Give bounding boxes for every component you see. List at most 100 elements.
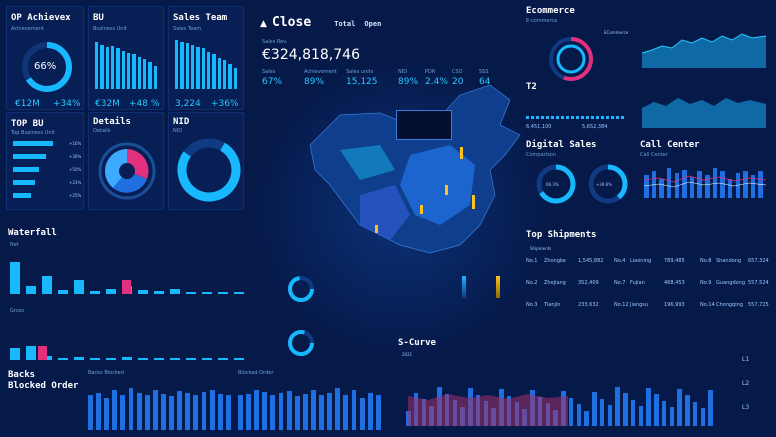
shipments-cell: No.3: [526, 302, 538, 308]
scurve-bar: [677, 388, 682, 426]
sales-rev-label: Sales Rev.: [262, 39, 288, 45]
scurve-title: S-Curve: [398, 338, 436, 348]
team-bar: [196, 47, 200, 89]
backs-bar: [136, 392, 142, 430]
backs-bar: [120, 395, 126, 430]
shipments-cell: 352,409: [578, 280, 599, 286]
backs-section: Backs Blocked Order: [6, 368, 82, 434]
bu-bar: [100, 44, 104, 89]
shipments-title: Top Shipments: [526, 230, 597, 240]
close-total[interactable]: Total: [334, 20, 356, 28]
kpi-label: NID: [398, 69, 408, 75]
waterfall-bar: [202, 292, 212, 294]
backs-bar: [319, 395, 324, 430]
right-l1: L1: [742, 356, 750, 363]
backs-title-1: Backs: [8, 370, 36, 380]
shipments-cell: No.14: [700, 302, 715, 308]
waterfall-bar: [10, 348, 20, 360]
map-legend-1: [462, 276, 466, 298]
callcenter-bar: [758, 171, 763, 198]
team-bar: [175, 39, 179, 89]
nid-ring: [177, 138, 241, 202]
bu-bar: [132, 53, 136, 89]
topbu-bar: [13, 193, 31, 198]
kpi-value: 20: [452, 77, 464, 87]
team-value-1: 3,224: [175, 99, 201, 109]
backs-bar: [104, 397, 110, 430]
ecommerce-section: Ecommerce E-commerce ECommerce T2 6,451,…: [526, 6, 772, 136]
backs-chart-2-bars: [238, 380, 384, 430]
map-tooltip: [396, 110, 452, 140]
shipments-cell: 1,545,882: [578, 258, 604, 264]
bu-bar: [153, 65, 157, 89]
op-gauge: [22, 42, 72, 92]
backs-bar: [177, 391, 183, 430]
waterfall-bar: [170, 358, 180, 360]
waterfall-bar: [106, 289, 116, 294]
t2-value-1: 6,451,100: [526, 124, 552, 130]
scurve-bar: [685, 395, 690, 426]
bu-bar: [105, 47, 109, 89]
waterfall-bar: [186, 357, 196, 360]
kpi-value: 15,125: [346, 77, 378, 87]
backs-title-2: Blocked Order: [8, 381, 79, 391]
backs-bar: [128, 387, 134, 430]
team-bar: [233, 68, 237, 89]
shipments-table: No.1 Zhongke 1,545,882 No.4 Liaoning 789,485 N…: [526, 258, 772, 324]
backs-bar: [112, 390, 118, 430]
backs-chart-1-label: Backs Blocked: [88, 370, 124, 376]
shipments-cell: Shandong: [716, 258, 742, 264]
op-value-2: +34%: [53, 99, 81, 109]
scurve-area: [408, 394, 568, 426]
shipments-cell: 196,993: [664, 302, 685, 308]
waterfall-section: Waterfall Net Gross: [6, 224, 254, 364]
shipments-cell: Zhejiang: [544, 280, 566, 286]
backs-bar: [375, 395, 381, 430]
waterfall-bar: [42, 276, 52, 294]
team-subtitle: Sales Team: [173, 26, 202, 32]
backs-bar: [262, 392, 268, 430]
digital-sales-section: Digital Sales Comparison 66.3% +39.6%: [526, 140, 636, 220]
ecommerce-subtitle: E-commerce: [526, 18, 558, 24]
waterfall-bar: [138, 357, 148, 360]
kpi-label: PDR: [425, 69, 436, 75]
sales-team-panel: Sales Team Sales Team 3,224 +36%: [168, 6, 244, 110]
scurve-bar: [576, 404, 582, 426]
callcenter-bar: [644, 175, 649, 198]
callcenter-bar: [727, 179, 733, 198]
waterfall-bar: [170, 289, 180, 294]
scurve-legend: 2021: [402, 352, 413, 357]
backs-bar: [185, 393, 191, 430]
scurve-bar: [661, 400, 667, 426]
waterfall-bar: [10, 262, 20, 294]
topbu-value: +30%: [69, 154, 82, 159]
close-icon: ▲: [260, 19, 267, 29]
waterfall-bottom-bars: [10, 320, 250, 360]
details-title: Details: [93, 117, 131, 127]
digital-title: Digital Sales: [526, 140, 597, 150]
waterfall-bar: [218, 291, 228, 294]
team-bar: [201, 48, 205, 89]
backs-chart-2: Blocked Order: [238, 370, 384, 432]
t2-title: T2: [526, 82, 537, 92]
scurve-bar: [669, 407, 675, 426]
team-bar: [212, 53, 216, 89]
team-bar: [223, 60, 227, 89]
backs-bar: [217, 394, 223, 430]
shipments-cell: 557,725: [748, 302, 769, 308]
op-gauge-label: 66%: [34, 61, 57, 72]
backs-bar: [246, 394, 251, 430]
kpi-value: 67%: [262, 77, 283, 87]
scurve-bar: [584, 410, 589, 426]
callcenter-bar: [735, 173, 741, 198]
topbu-bar: [13, 141, 53, 146]
topbu-value: +50%: [69, 167, 82, 172]
map-legend-2: [496, 276, 500, 298]
close-open[interactable]: Open: [364, 20, 382, 28]
op-achievement-panel: OP Achievex Achievement 66% €12M +34%: [6, 6, 84, 110]
scurve-bar: [568, 397, 574, 426]
waterfall-bar: [138, 290, 148, 294]
team-bar: [180, 42, 184, 89]
backs-bar: [254, 390, 260, 430]
scurve-bar: [623, 393, 628, 426]
